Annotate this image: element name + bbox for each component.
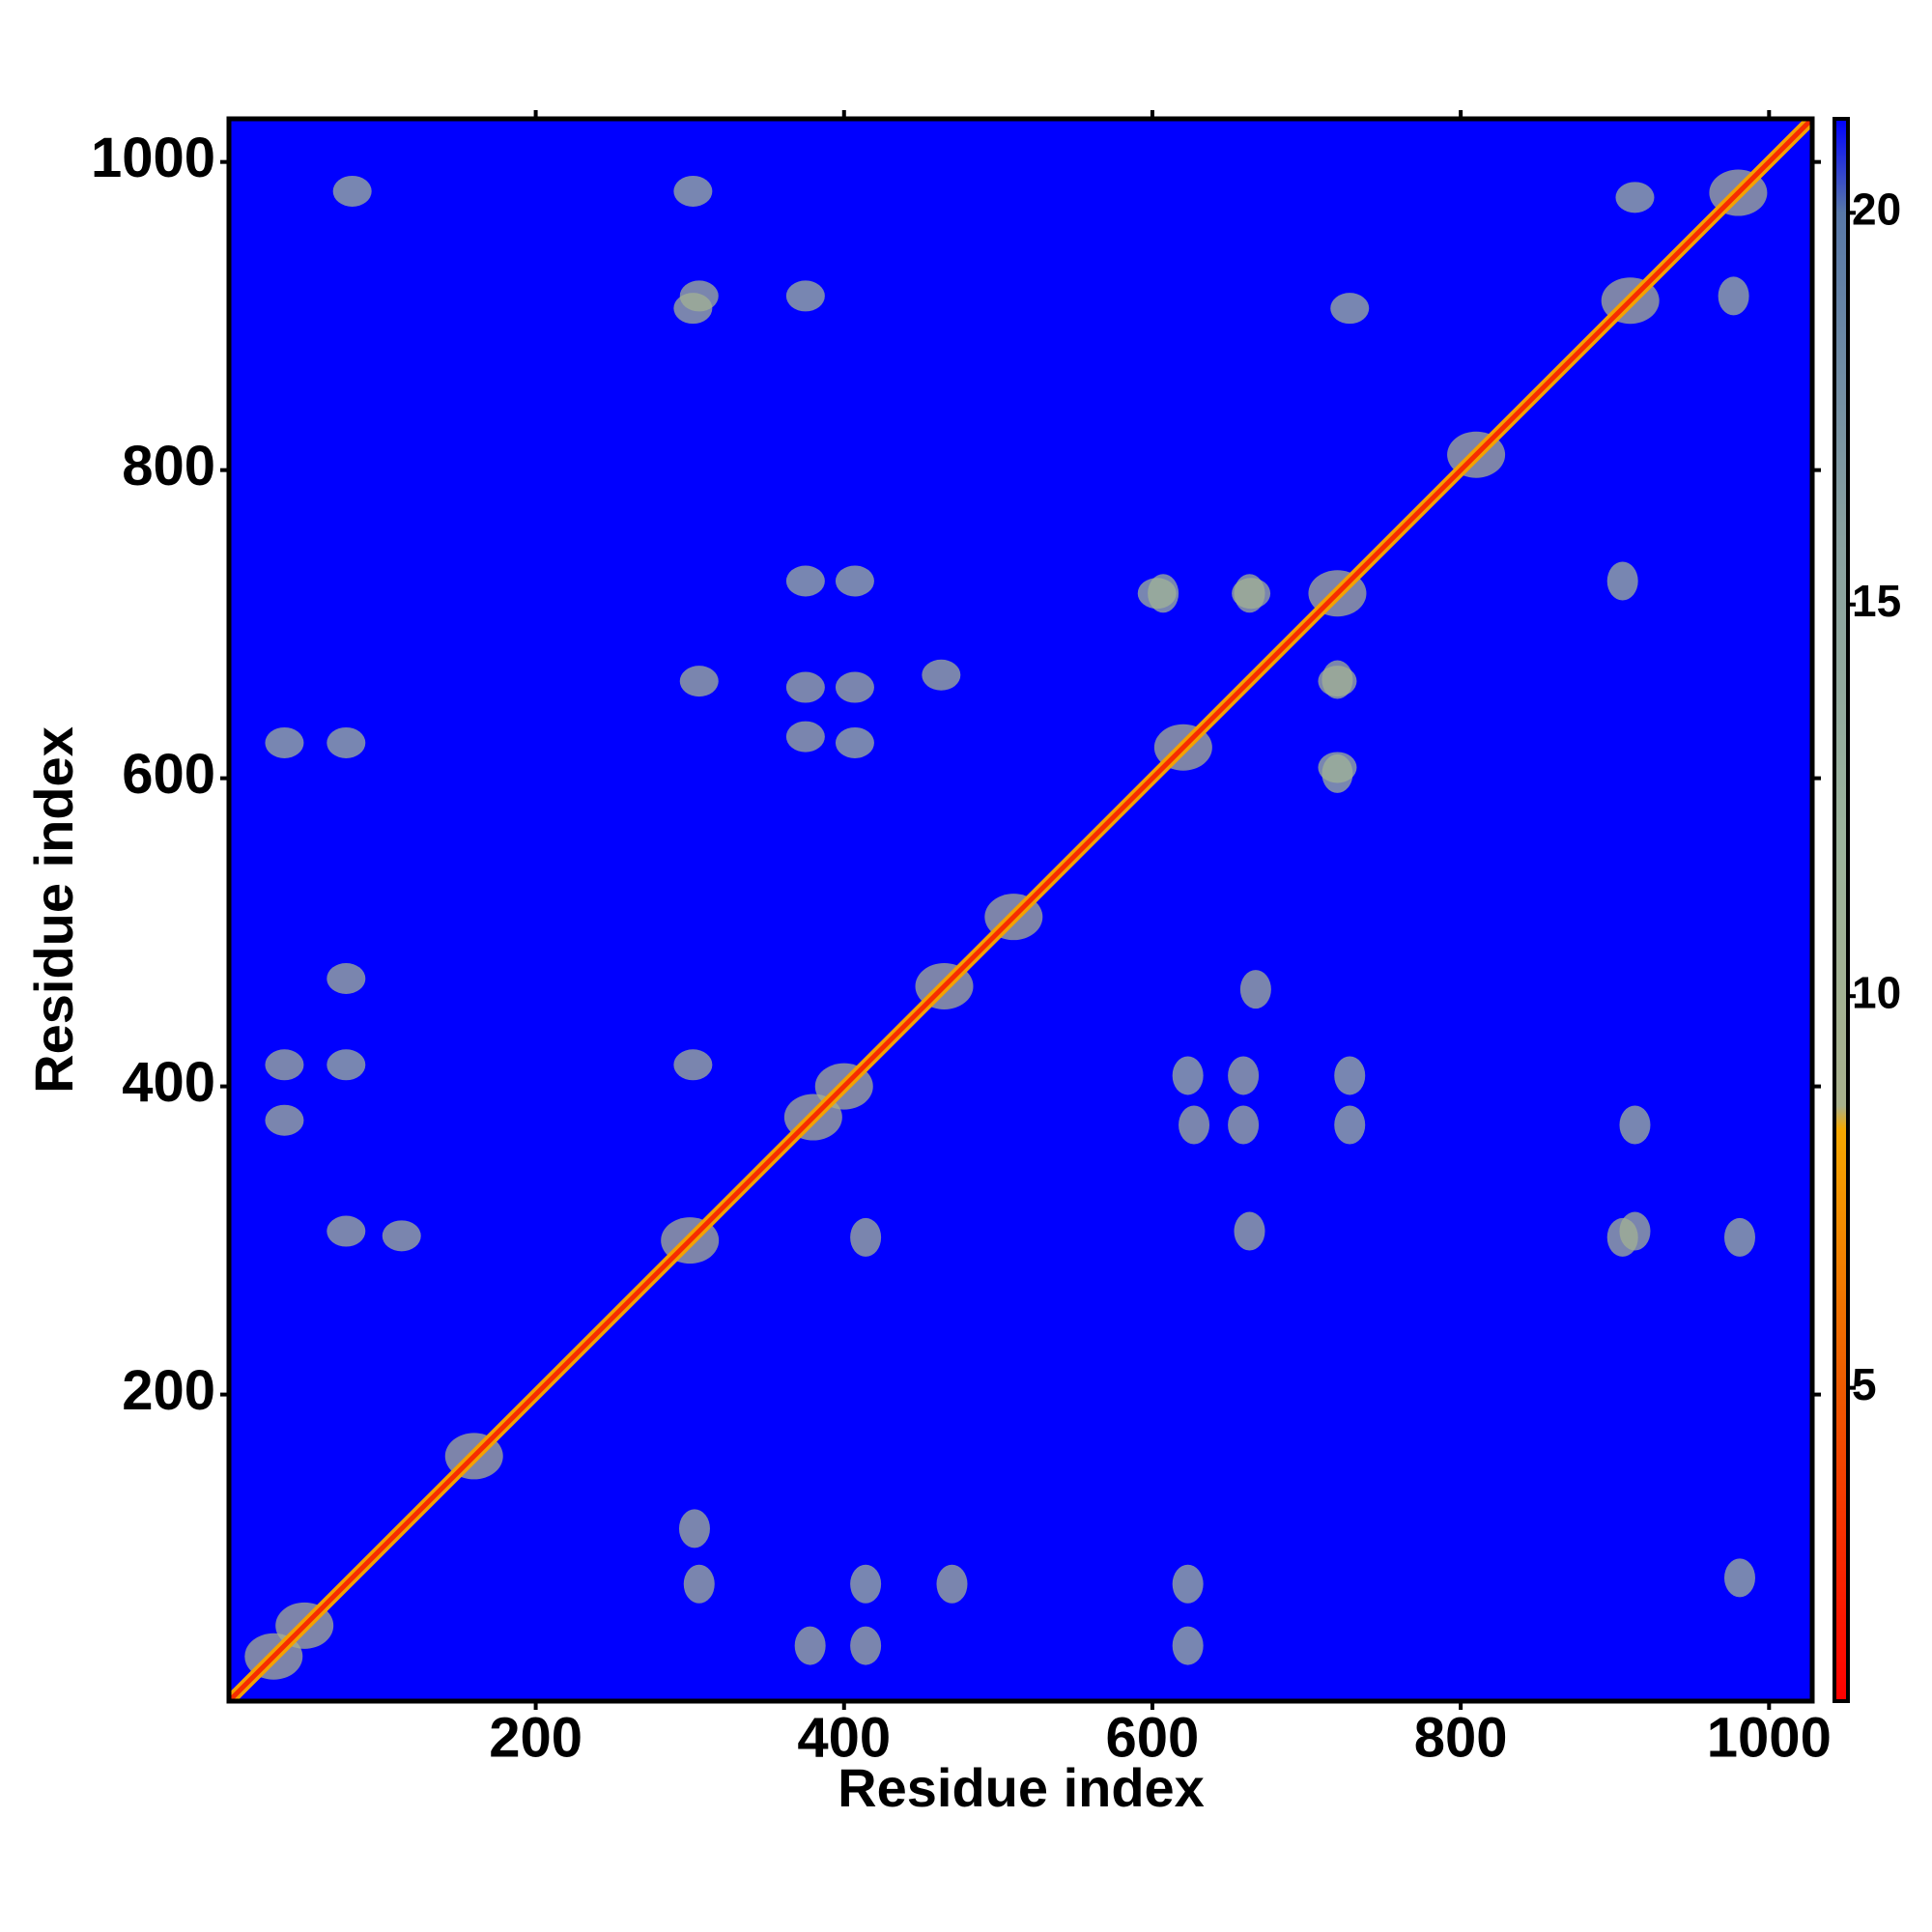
contact-mirror [850,1564,882,1604]
contact [327,1049,366,1081]
contact-mirror [1228,1105,1260,1145]
contact [785,280,825,312]
contact [673,1049,713,1081]
colorbar-tick-label: 10 [1852,967,1901,1017]
contact-mirror [1723,1558,1755,1598]
contact-mirror [1718,276,1749,316]
contact-mirror [1234,1211,1265,1251]
contact-mirror [1228,1056,1260,1095]
contact-mirror [1179,1105,1210,1145]
contact-mirror [1606,561,1638,601]
y-tick-label: 800 [122,435,215,497]
contact-mirror [1172,1564,1204,1604]
plot-frame [226,116,1815,1704]
contact-mirror [936,1564,968,1604]
contact [332,175,372,207]
contact [1615,182,1655,213]
contact-mirror [794,1626,826,1665]
contact-mirror [1172,1056,1204,1095]
contact-mirror [1606,1217,1638,1257]
contact-mirror [1619,1105,1651,1145]
contact-mirror [1239,970,1271,1009]
contact-mirror [1723,1217,1755,1257]
contact [785,671,825,703]
x-tick-label: 800 [1414,1706,1508,1769]
x-axis-title: Residue index [838,1757,1205,1818]
x-tick-label: 400 [797,1706,891,1769]
contact [785,565,825,597]
colorbar-tick-label: 5 [1852,1359,1877,1409]
contact [265,1049,304,1081]
contact [327,726,366,758]
contact-mirror [678,1509,710,1548]
x-tick-label: 1000 [1707,1706,1832,1769]
y-tick-label: 400 [122,1051,215,1114]
colorbar [1833,117,1850,1703]
contact [673,175,713,207]
contact [265,726,304,758]
y-tick-label: 200 [122,1359,215,1422]
contact-mirror [850,1626,882,1665]
colorbar-tick-label: 20 [1852,184,1901,234]
x-tick-label: 600 [1106,1706,1200,1769]
contact-mirror [1334,1056,1366,1095]
contact [327,1215,366,1247]
contact [382,1220,421,1252]
contact [835,565,874,597]
diagonal [229,119,1812,1701]
contact [835,726,874,758]
contact-mirror [1148,574,1179,613]
contact [1330,293,1370,325]
y-axis-title: Residue index [23,726,84,1094]
heatmap [229,119,1812,1701]
contact [922,659,961,691]
contact [835,671,874,703]
colorbar-tick-label: 15 [1852,576,1901,626]
contact [1318,752,1357,783]
contact-mirror [1172,1626,1204,1665]
contact-mirror [683,1564,715,1604]
y-tick-label: 600 [122,743,215,806]
contact [673,293,713,325]
contact [1318,666,1357,697]
contact-mirror [850,1217,882,1257]
contact [679,666,719,697]
y-tick-label: 1000 [91,127,215,189]
contact-mirror [1234,574,1265,613]
x-tick-label: 200 [489,1706,582,1769]
contact [785,721,825,753]
contact [265,1104,304,1136]
contact [327,962,366,994]
contact-mirror [1334,1105,1366,1145]
